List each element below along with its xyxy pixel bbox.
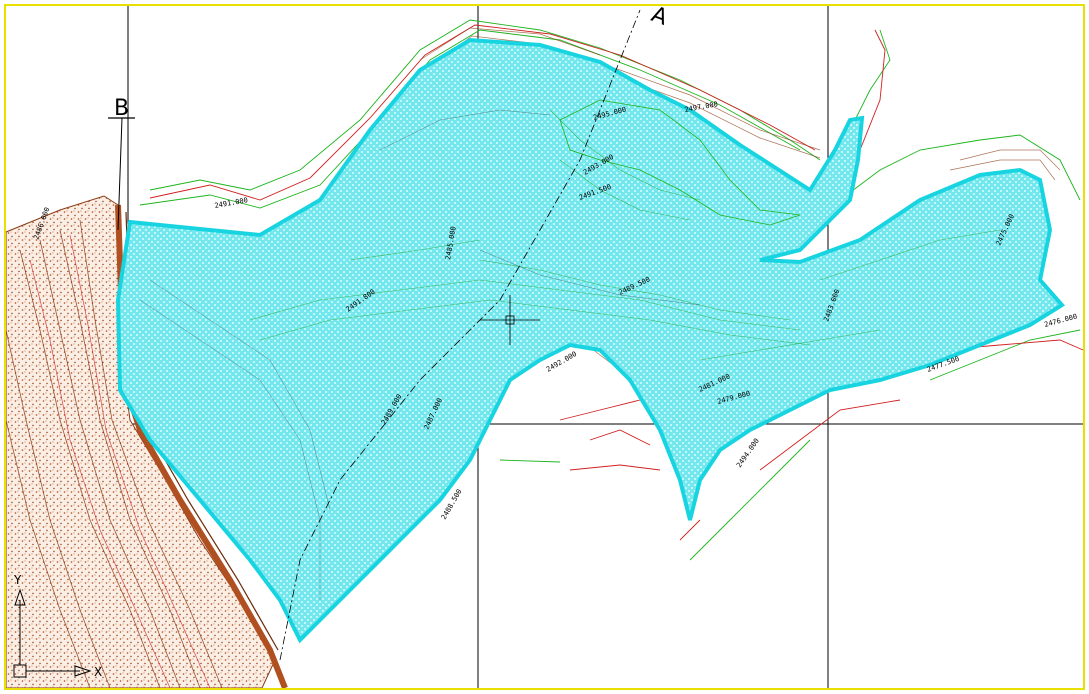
- internal-contours: [249, 109, 1001, 361]
- section-line-b: [117, 117, 123, 231]
- embankment-contours: [5, 219, 223, 689]
- internal-contours-dark: [139, 109, 701, 600]
- reservoir-water: [115, 37, 1066, 644]
- viewport-frame: [4, 4, 1085, 690]
- embankment-red-contours: [29, 234, 211, 689]
- cursor-crosshair: [480, 295, 540, 345]
- reservoir-island: [559, 99, 801, 226]
- section-line-a: [279, 9, 641, 661]
- terrain-contours-green: [139, 19, 1081, 561]
